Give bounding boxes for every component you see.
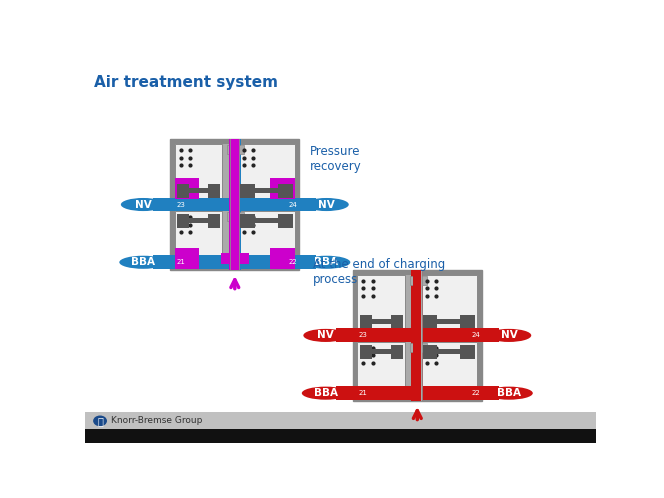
Bar	[460, 345, 475, 359]
Text: 21: 21	[359, 390, 368, 396]
Bar	[336, 329, 499, 342]
Ellipse shape	[303, 329, 348, 342]
Text: NV: NV	[501, 330, 517, 341]
Text: Knorr-Bremse Group: Knorr-Bremse Group	[111, 416, 203, 425]
Bar	[353, 270, 357, 401]
Text: 24: 24	[289, 202, 297, 208]
Bar	[270, 248, 295, 269]
Bar	[153, 198, 317, 212]
Bar	[423, 315, 438, 329]
Text: BBA: BBA	[131, 257, 155, 267]
Ellipse shape	[120, 256, 167, 269]
Text: BBA: BBA	[313, 388, 338, 398]
Text: NV: NV	[317, 330, 334, 341]
Text: 21: 21	[176, 259, 185, 265]
Bar	[177, 218, 220, 223]
Text: Ⓚ: Ⓚ	[97, 416, 103, 426]
Bar	[357, 342, 405, 396]
Text: NV: NV	[135, 200, 151, 210]
Bar	[353, 396, 482, 401]
Bar	[170, 139, 299, 270]
Bar	[240, 184, 255, 198]
Bar	[240, 218, 293, 223]
Bar	[175, 144, 222, 198]
Bar	[410, 343, 416, 353]
Bar	[390, 315, 402, 329]
Bar	[227, 212, 233, 222]
Text: 23: 23	[359, 333, 368, 339]
Bar	[359, 315, 372, 329]
Bar	[238, 145, 244, 154]
Bar	[170, 265, 299, 270]
Bar	[208, 214, 220, 228]
Bar	[177, 184, 189, 198]
Bar	[221, 253, 249, 264]
Bar	[278, 214, 293, 228]
Bar	[231, 139, 238, 270]
Bar	[390, 345, 402, 359]
Bar	[227, 145, 233, 154]
Ellipse shape	[302, 386, 349, 400]
Text: At the end of charging
process: At the end of charging process	[313, 257, 445, 286]
Bar	[175, 248, 199, 269]
Bar	[230, 139, 240, 270]
Bar	[270, 178, 295, 199]
Ellipse shape	[121, 198, 165, 211]
Bar	[423, 349, 475, 354]
Bar	[295, 139, 299, 270]
Bar	[170, 139, 299, 144]
Bar	[278, 184, 293, 198]
Text: 22: 22	[471, 390, 480, 396]
Bar	[84, 412, 596, 429]
Bar	[208, 184, 220, 198]
Bar	[359, 349, 402, 354]
Bar	[240, 188, 293, 193]
Bar	[175, 178, 199, 199]
Bar	[460, 315, 475, 329]
Bar	[240, 214, 255, 228]
Bar	[153, 255, 317, 269]
Bar	[238, 212, 244, 222]
Bar	[336, 386, 499, 400]
Bar	[230, 139, 240, 270]
Bar	[413, 270, 422, 401]
Bar	[359, 345, 372, 359]
Bar	[477, 270, 482, 401]
Ellipse shape	[485, 386, 533, 400]
Text: Pressure
recovery: Pressure recovery	[310, 145, 362, 173]
Bar	[177, 214, 189, 228]
Bar	[359, 319, 402, 324]
Bar	[175, 211, 222, 265]
Ellipse shape	[304, 198, 349, 211]
Text: NV: NV	[318, 200, 335, 210]
Bar	[84, 429, 596, 443]
Text: BBA: BBA	[497, 388, 521, 398]
Bar	[410, 276, 416, 285]
Bar	[420, 276, 426, 285]
Text: 23: 23	[176, 202, 185, 208]
Bar	[170, 139, 175, 270]
Text: BBA: BBA	[315, 257, 339, 267]
Bar	[353, 270, 482, 401]
Bar	[414, 270, 421, 401]
Bar	[423, 345, 438, 359]
Ellipse shape	[93, 415, 107, 426]
Bar	[420, 342, 477, 396]
Text: 24: 24	[471, 333, 480, 339]
Bar	[353, 270, 482, 274]
Bar	[420, 343, 426, 353]
Bar	[357, 274, 405, 329]
Text: 22: 22	[289, 259, 297, 265]
Bar	[420, 274, 477, 329]
Ellipse shape	[303, 256, 351, 269]
Bar	[238, 211, 295, 265]
Bar	[423, 319, 475, 324]
Bar	[177, 188, 220, 193]
Bar	[238, 144, 295, 198]
Ellipse shape	[487, 329, 531, 342]
Bar	[228, 139, 241, 270]
Bar	[411, 270, 424, 401]
Text: Air treatment system: Air treatment system	[94, 75, 278, 90]
